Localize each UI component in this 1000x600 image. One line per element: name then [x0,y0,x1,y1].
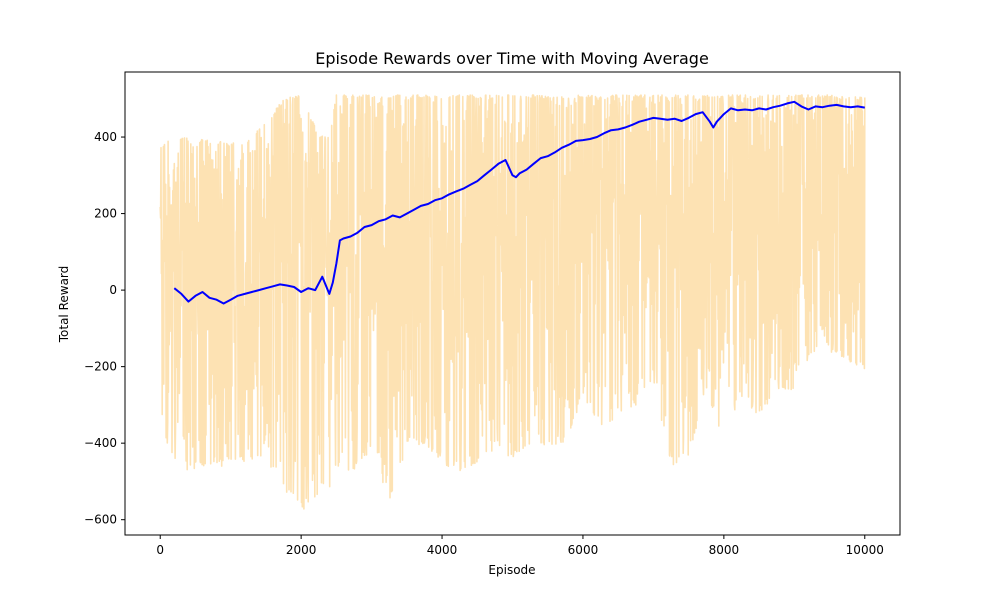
y-tick-label: 200 [94,207,117,221]
raw-rewards-line [159,94,866,510]
y-axis: −600 −400 −200 0 200 400 [84,130,125,527]
plot-area [159,94,866,510]
x-tick-label: 2000 [286,543,317,557]
x-tick-label: 8000 [709,543,740,557]
y-tick-label: −600 [84,513,117,527]
x-tick-label: 4000 [427,543,458,557]
y-tick-label: −200 [84,360,117,374]
y-tick-label: −400 [84,436,117,450]
moving-average-line [173,100,865,305]
y-tick-label: 0 [109,283,117,297]
y-axis-label: Total Reward [57,266,71,344]
chart-title: Episode Rewards over Time with Moving Av… [315,49,709,68]
y-tick-label: 400 [94,130,117,144]
x-tick-label: 6000 [568,543,599,557]
x-tick-label: 10000 [846,543,884,557]
x-tick-label: 0 [156,543,164,557]
x-axis: 0 2000 4000 6000 8000 10000 [156,535,884,557]
x-axis-label: Episode [488,563,535,577]
axes-frame [124,71,901,536]
